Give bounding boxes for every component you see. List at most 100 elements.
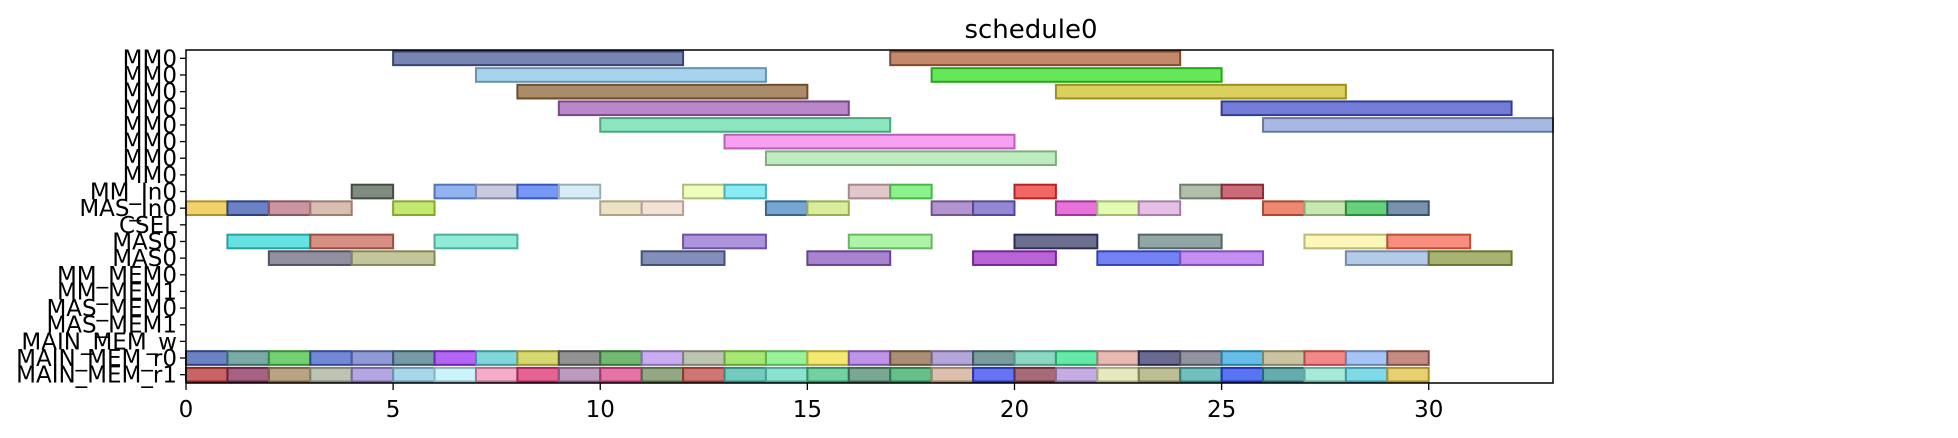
- gantt-bar: [766, 351, 807, 365]
- gantt-bar: [310, 201, 351, 215]
- gantt-bar: [683, 235, 766, 249]
- gantt-bar: [642, 351, 683, 365]
- gantt-bar: [186, 201, 227, 215]
- gantt-bar: [1180, 368, 1221, 382]
- gantt-bar: [1056, 368, 1097, 382]
- gantt-bar: [269, 251, 352, 265]
- gantt-bar: [973, 351, 1014, 365]
- gantt-bar: [1387, 235, 1470, 249]
- gantt-bar: [393, 201, 434, 215]
- gantt-bar: [642, 251, 725, 265]
- gantt-bar: [642, 201, 683, 215]
- gantt-bar: [186, 368, 227, 382]
- gantt-bar: [766, 151, 1056, 165]
- gantt-bar: [600, 368, 641, 382]
- gantt-bar: [559, 351, 600, 365]
- gantt-bar: [1222, 351, 1263, 365]
- gantt-bar: [269, 368, 310, 382]
- x-tick-label: 30: [1414, 397, 1443, 423]
- gantt-bar: [1387, 351, 1428, 365]
- gantt-bar: [1014, 351, 1055, 365]
- gantt-bar: [1014, 235, 1097, 249]
- gantt-bar: [600, 118, 890, 132]
- gantt-bar: [1387, 201, 1428, 215]
- gantt-bar: [849, 351, 890, 365]
- gantt-bar: [435, 185, 476, 199]
- gantt-bar: [1139, 235, 1222, 249]
- x-tick-label: 5: [386, 397, 401, 423]
- gantt-bar: [973, 368, 1014, 382]
- gantt-bar: [476, 368, 517, 382]
- x-tick-label: 15: [793, 397, 822, 423]
- x-tick-label: 0: [179, 397, 194, 423]
- gantt-bar: [1304, 235, 1387, 249]
- gantt-bar: [310, 368, 351, 382]
- gantt-bar: [600, 201, 641, 215]
- gantt-bar: [973, 201, 1014, 215]
- gantt-bar: [1097, 368, 1138, 382]
- gantt-bar: [476, 68, 766, 82]
- gantt-bar: [269, 351, 310, 365]
- gantt-bar: [725, 135, 1015, 149]
- gantt-bar: [683, 185, 724, 199]
- gantt-bar: [517, 351, 558, 365]
- gantt-bar: [559, 185, 600, 199]
- gantt-bar: [1387, 368, 1428, 382]
- gantt-bar: [435, 235, 518, 249]
- gantt-bar: [807, 251, 890, 265]
- gantt-bar: [683, 368, 724, 382]
- gantt-bar: [227, 368, 268, 382]
- gantt-bar: [1263, 351, 1304, 365]
- gantt-bar: [890, 52, 1180, 66]
- gantt-bar: [890, 185, 931, 199]
- gantt-bars: [186, 52, 1553, 382]
- chart-title: schedule0: [964, 15, 1097, 45]
- gantt-bar: [517, 85, 807, 99]
- gantt-bar: [1346, 368, 1387, 382]
- gantt-bar: [849, 235, 932, 249]
- gantt-bar: [435, 368, 476, 382]
- gantt-bar: [890, 368, 931, 382]
- gantt-bar: [1263, 201, 1304, 215]
- gantt-bar: [807, 201, 848, 215]
- gantt-bar: [1180, 185, 1221, 199]
- gantt-bar: [1263, 118, 1553, 132]
- x-tick-label: 25: [1207, 397, 1236, 423]
- gantt-bar: [227, 351, 268, 365]
- gantt-bar: [1097, 201, 1138, 215]
- gantt-bar: [1014, 368, 1055, 382]
- gantt-bar: [1056, 85, 1346, 99]
- gantt-bar: [1097, 251, 1180, 265]
- gantt-bar: [725, 185, 766, 199]
- gantt-bar: [393, 368, 434, 382]
- y-axis: MM0MM0MM0MM0MM0MM0MM0MM0MM_In0MAS_In0CSE…: [16, 46, 186, 388]
- gantt-bar: [725, 351, 766, 365]
- gantt-bar: [1304, 351, 1345, 365]
- gantt-bar: [1222, 101, 1512, 115]
- gantt-bar: [766, 201, 807, 215]
- gantt-bar: [1139, 201, 1180, 215]
- x-tick-label: 10: [586, 397, 615, 423]
- gantt-bar: [807, 351, 848, 365]
- gantt-bar: [559, 368, 600, 382]
- gantt-bar: [227, 201, 268, 215]
- gantt-bar: [435, 351, 476, 365]
- gantt-bar: [1263, 368, 1304, 382]
- gantt-bar: [683, 351, 724, 365]
- gantt-bar: [1429, 251, 1512, 265]
- gantt-bar: [932, 368, 973, 382]
- gantt-bar: [393, 351, 434, 365]
- gantt-bar: [352, 251, 435, 265]
- gantt-bar: [1180, 251, 1263, 265]
- gantt-bar: [1056, 351, 1097, 365]
- gantt-bar: [559, 101, 849, 115]
- gantt-bar: [807, 368, 848, 382]
- gantt-bar: [725, 368, 766, 382]
- gantt-bar: [517, 185, 558, 199]
- gantt-bar: [1139, 351, 1180, 365]
- gantt-bar: [890, 351, 931, 365]
- gantt-bar: [352, 351, 393, 365]
- gantt-bar: [766, 368, 807, 382]
- gantt-bar: [1097, 351, 1138, 365]
